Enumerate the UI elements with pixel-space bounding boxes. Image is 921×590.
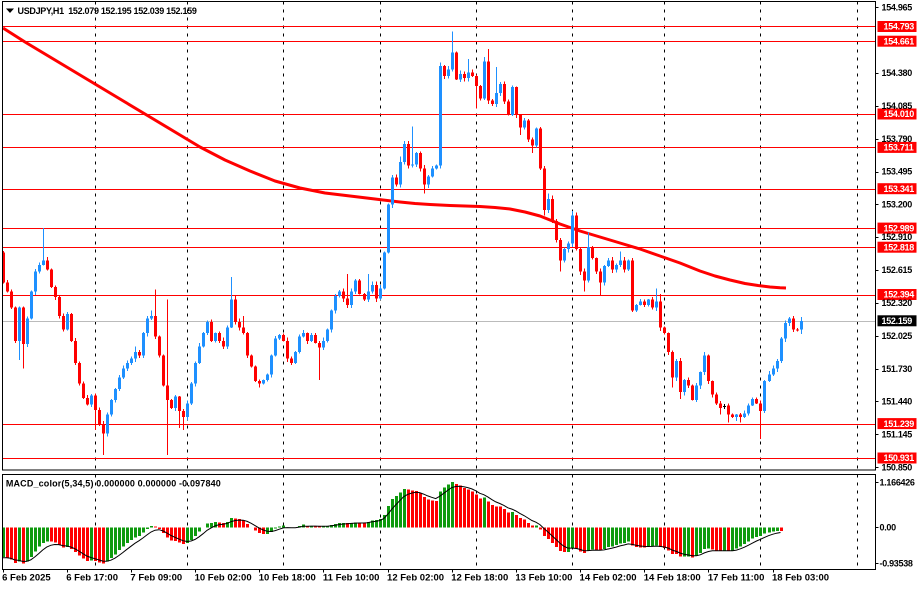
svg-text:154.965: 154.965 bbox=[882, 3, 913, 13]
svg-text:10 Feb 18:00: 10 Feb 18:00 bbox=[259, 573, 316, 584]
svg-text:152.025: 152.025 bbox=[882, 331, 913, 341]
svg-text:0.00: 0.00 bbox=[880, 522, 897, 532]
svg-text:152.818: 152.818 bbox=[884, 242, 915, 252]
svg-text:17 Feb 11:00: 17 Feb 11:00 bbox=[708, 573, 765, 584]
svg-text:10 Feb 02:00: 10 Feb 02:00 bbox=[195, 573, 252, 584]
svg-text:153.495: 153.495 bbox=[882, 167, 913, 177]
svg-text:13 Feb 10:00: 13 Feb 10:00 bbox=[515, 573, 572, 584]
svg-text:6 Feb 17:00: 6 Feb 17:00 bbox=[66, 573, 118, 584]
svg-text:153.341: 153.341 bbox=[884, 184, 915, 194]
svg-text:-0.93538: -0.93538 bbox=[880, 559, 913, 569]
svg-text:18 Feb 03:00: 18 Feb 03:00 bbox=[772, 573, 829, 584]
svg-text:12 Feb 02:00: 12 Feb 02:00 bbox=[387, 573, 444, 584]
svg-text:153.200: 153.200 bbox=[882, 200, 913, 210]
svg-text:154.793: 154.793 bbox=[884, 22, 915, 32]
svg-text:12 Feb 18:00: 12 Feb 18:00 bbox=[451, 573, 508, 584]
svg-text:153.711: 153.711 bbox=[884, 143, 914, 153]
svg-text:154.085: 154.085 bbox=[882, 101, 913, 111]
svg-text:151.145: 151.145 bbox=[882, 429, 913, 439]
svg-text:150.850: 150.850 bbox=[882, 462, 913, 472]
svg-text:7 Feb 09:00: 7 Feb 09:00 bbox=[130, 573, 182, 584]
svg-text:153.790: 153.790 bbox=[882, 134, 913, 144]
svg-text:152.989: 152.989 bbox=[884, 223, 915, 233]
svg-text:151.239: 151.239 bbox=[884, 419, 915, 429]
svg-text:11 Feb 10:00: 11 Feb 10:00 bbox=[323, 573, 380, 584]
svg-text:154.661: 154.661 bbox=[884, 36, 915, 46]
svg-text:151.440: 151.440 bbox=[882, 396, 913, 406]
svg-text:151.730: 151.730 bbox=[882, 364, 913, 374]
svg-text:152.320: 152.320 bbox=[882, 298, 913, 308]
svg-text:150.931: 150.931 bbox=[884, 453, 915, 463]
svg-text:154.010: 154.010 bbox=[884, 109, 915, 119]
svg-text:USDJPY,H1 152.079 152.195 152: USDJPY,H1 152.079 152.195 152.039 152.15… bbox=[18, 6, 197, 16]
svg-text:152.159: 152.159 bbox=[882, 316, 913, 326]
svg-text:MACD_color(5,34,5) 0.000000 0.: MACD_color(5,34,5) 0.000000 0.000000 -0.… bbox=[6, 479, 221, 489]
svg-text:152.910: 152.910 bbox=[882, 232, 913, 242]
svg-text:6 Feb 2025: 6 Feb 2025 bbox=[2, 573, 51, 584]
svg-text:14 Feb 02:00: 14 Feb 02:00 bbox=[580, 573, 637, 584]
svg-text:154.380: 154.380 bbox=[882, 68, 913, 78]
svg-text:152.394: 152.394 bbox=[884, 290, 915, 300]
svg-text:14 Feb 18:00: 14 Feb 18:00 bbox=[644, 573, 701, 584]
svg-text:152.615: 152.615 bbox=[882, 265, 913, 275]
svg-text:1.166426: 1.166426 bbox=[880, 477, 915, 487]
